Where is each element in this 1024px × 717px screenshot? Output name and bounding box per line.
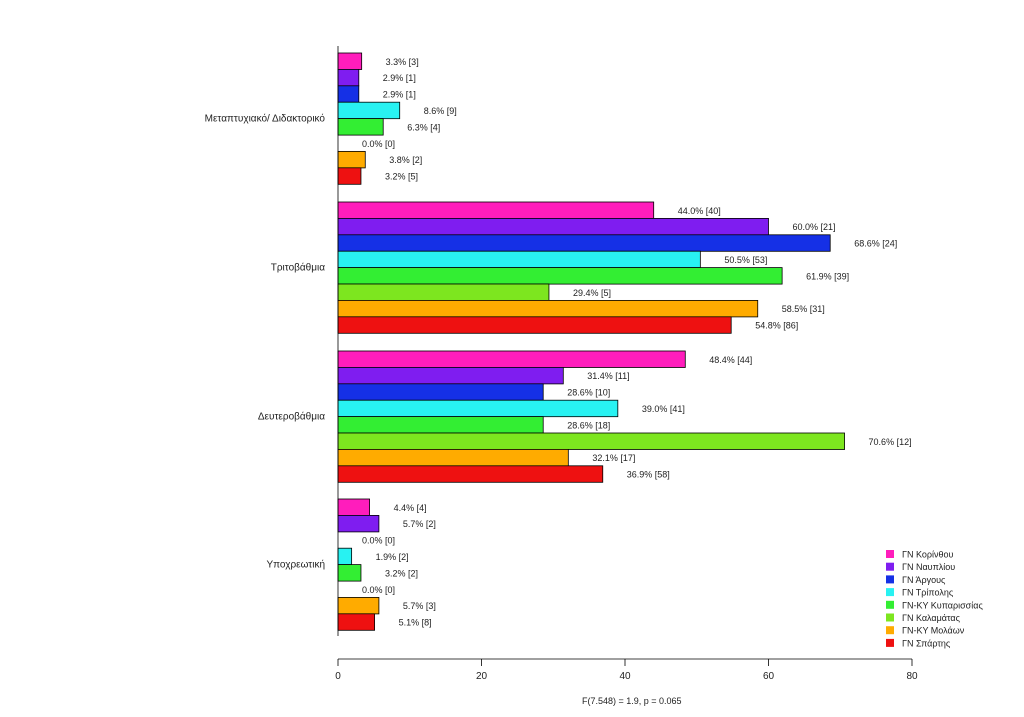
category-label: Δευτεροβάθμια bbox=[258, 411, 325, 423]
legend: ΓΝ Κορίνθου ΓΝ Ναυπλίου ΓΝ Άργους ΓΝ Τρίπολ… bbox=[886, 550, 983, 648]
bar-value-label: 5.7% [3] bbox=[403, 601, 436, 611]
legend-label: ΓΝ Άργους bbox=[902, 575, 946, 585]
bar-value-label: 3.3% [3] bbox=[386, 57, 419, 67]
bar bbox=[337, 299, 759, 318]
bar-value-label: 2.9% [1] bbox=[383, 90, 416, 100]
legend-swatch bbox=[886, 588, 894, 597]
x-tick-label: 0 bbox=[335, 671, 341, 682]
category-labels: Μεταπτυχιακό/ Διδακτορικό Τριτοβάθμια Δευτ… bbox=[205, 46, 339, 636]
footnote: F(7.548) = 1.9, p = 0.065 bbox=[582, 696, 682, 706]
bar-value-label: 0.0% [0] bbox=[362, 536, 395, 546]
legend-label: ΓΝ Ναυπλίου bbox=[902, 562, 955, 572]
x-tick-label: 60 bbox=[763, 671, 775, 682]
bar-value-label: 3.2% [2] bbox=[385, 568, 418, 578]
legend-label: ΓΝ Κορίνθου bbox=[902, 550, 953, 560]
bar bbox=[337, 465, 604, 483]
bar bbox=[337, 416, 544, 434]
bar-value-label: 0.0% [0] bbox=[362, 585, 395, 595]
bars-layer: 3.3% [3] 2.9% [1] 2.9% [1] 8.6% [9] 6.3% [4]… bbox=[337, 52, 912, 631]
bar-value-label: 32.1% [17] bbox=[592, 453, 635, 463]
bar bbox=[337, 234, 831, 252]
bar-value-label: 61.9% [39] bbox=[806, 271, 849, 281]
category-label: Μεταπτυχιακό/ Διδακτορικό bbox=[205, 113, 326, 125]
legend-label: ΓΝ Τρίπολης bbox=[902, 588, 954, 598]
bar bbox=[337, 432, 845, 450]
bar-value-label: 39.0% [41] bbox=[642, 404, 685, 414]
bar-value-label: 36.9% [58] bbox=[627, 470, 670, 480]
bar bbox=[337, 597, 380, 615]
legend-label: ΓΝ-ΚΥ Κυπαρισσίας bbox=[902, 600, 983, 610]
bar bbox=[337, 515, 380, 533]
legend-label: ΓΝ-ΚΥ Μολάων bbox=[902, 626, 965, 636]
bar-value-label: 48.4% [44] bbox=[709, 355, 752, 365]
bar bbox=[337, 498, 370, 516]
bar-value-label: 50.5% [53] bbox=[724, 255, 767, 265]
bar-value-label: 31.4% [11] bbox=[587, 371, 629, 381]
bar-value-label: 5.7% [2] bbox=[403, 519, 436, 529]
bar-value-label: 0.0% [0] bbox=[362, 139, 395, 149]
bar-value-label: 54.8% [86] bbox=[755, 321, 798, 331]
bar-value-label: 3.8% [2] bbox=[389, 155, 422, 165]
bar bbox=[337, 267, 783, 285]
bar-value-label: 6.3% [4] bbox=[407, 122, 440, 132]
legend-swatch bbox=[886, 626, 894, 635]
bar bbox=[337, 613, 375, 631]
legend-swatch bbox=[886, 600, 894, 609]
bar bbox=[337, 85, 360, 103]
bar-value-label: 28.6% [18] bbox=[567, 420, 610, 430]
bar bbox=[337, 383, 544, 401]
bar-value-label: 60.0% [21] bbox=[793, 222, 836, 232]
bar bbox=[337, 101, 401, 120]
bar bbox=[337, 316, 732, 334]
legend-swatch bbox=[886, 638, 894, 647]
category-label: Υποχρεωτική bbox=[266, 559, 325, 571]
bar-value-label: 8.6% [9] bbox=[424, 106, 457, 116]
bar bbox=[337, 250, 701, 269]
x-tick-label: 40 bbox=[619, 671, 631, 682]
bar-value-label: 5.1% [8] bbox=[399, 618, 432, 628]
bar-value-label: 2.9% [1] bbox=[383, 73, 416, 83]
bar-value-label: 70.6% [12] bbox=[869, 437, 912, 447]
x-tick-label: 20 bbox=[476, 671, 488, 682]
bar bbox=[337, 118, 384, 136]
legend-swatch bbox=[886, 575, 894, 584]
bar bbox=[337, 167, 362, 185]
category-label: Τριτοβάθμια bbox=[271, 262, 325, 274]
bar bbox=[337, 52, 363, 70]
bar bbox=[337, 448, 569, 467]
x-axis: 0 20 40 60 80 bbox=[335, 658, 918, 682]
bar bbox=[337, 366, 564, 385]
bar bbox=[337, 547, 353, 566]
legend-swatch bbox=[886, 562, 894, 571]
bar bbox=[337, 564, 362, 582]
bar-value-label: 1.9% [2] bbox=[376, 552, 409, 562]
legend-label: ΓΝ Σπάρτης bbox=[902, 638, 951, 648]
legend-label: ΓΝ Καλαμάτας bbox=[902, 613, 961, 623]
bar-value-label: 58.5% [31] bbox=[782, 304, 825, 314]
bar bbox=[337, 201, 655, 219]
bar-value-label: 68.6% [24] bbox=[854, 239, 897, 249]
bar-value-label: 3.2% [5] bbox=[385, 172, 418, 182]
bar-value-label: 44.0% [40] bbox=[678, 206, 721, 216]
bar-value-label: 29.4% [5] bbox=[573, 288, 611, 298]
bar bbox=[337, 399, 619, 418]
bar bbox=[337, 217, 769, 236]
legend-swatch bbox=[886, 613, 894, 622]
bar-value-label: 28.6% [10] bbox=[567, 388, 610, 398]
x-tick-label: 80 bbox=[906, 671, 918, 682]
bar bbox=[337, 150, 366, 169]
bar bbox=[337, 350, 686, 368]
bar bbox=[337, 69, 360, 87]
bar bbox=[337, 283, 550, 301]
legend-swatch bbox=[886, 550, 894, 558]
bar-value-label: 4.4% [4] bbox=[394, 503, 427, 513]
